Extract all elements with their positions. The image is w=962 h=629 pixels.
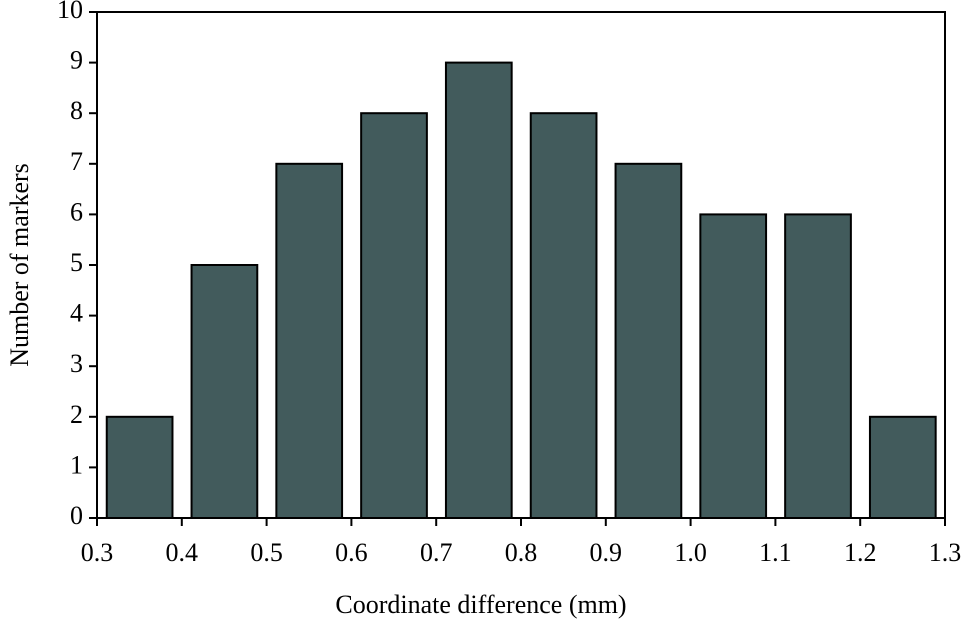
x-tick-label: 1.3 (929, 538, 962, 567)
x-tick-label: 1.2 (844, 538, 877, 567)
bar (444, 61, 513, 519)
y-tick-label: 2 (70, 400, 83, 429)
x-tick-label: 1.1 (759, 538, 792, 567)
bar (360, 112, 428, 519)
x-tick-label: 0.5 (250, 538, 283, 567)
x-tick-label: 0.3 (81, 538, 114, 567)
x-axis-label: Coordinate difference (mm) (335, 590, 626, 619)
y-tick-label: 5 (70, 248, 83, 277)
bar (614, 162, 683, 520)
bar (105, 415, 174, 519)
bar (784, 213, 852, 519)
bar (699, 213, 768, 519)
y-tick-label: 3 (70, 349, 83, 378)
y-tick-label: 8 (70, 96, 83, 125)
bar (190, 264, 259, 519)
x-tick-label: 0.9 (590, 538, 623, 567)
x-tick-label: 0.7 (420, 538, 453, 567)
x-tick-label: 1.0 (674, 538, 707, 567)
y-tick-label: 6 (70, 197, 83, 226)
y-axis-label: Number of markers (5, 163, 34, 367)
y-tick-label: 9 (70, 46, 83, 75)
y-tick-label: 7 (70, 147, 83, 176)
bar (868, 415, 937, 519)
y-tick-label: 1 (70, 450, 83, 479)
y-tick-label: 10 (57, 0, 83, 24)
x-tick-label: 0.4 (166, 538, 199, 567)
y-tick-label: 0 (70, 501, 83, 530)
bar (275, 162, 344, 520)
bar (529, 112, 598, 519)
y-tick-label: 4 (70, 299, 83, 328)
x-tick-label: 0.6 (335, 538, 368, 567)
x-tick-label: 0.8 (505, 538, 538, 567)
